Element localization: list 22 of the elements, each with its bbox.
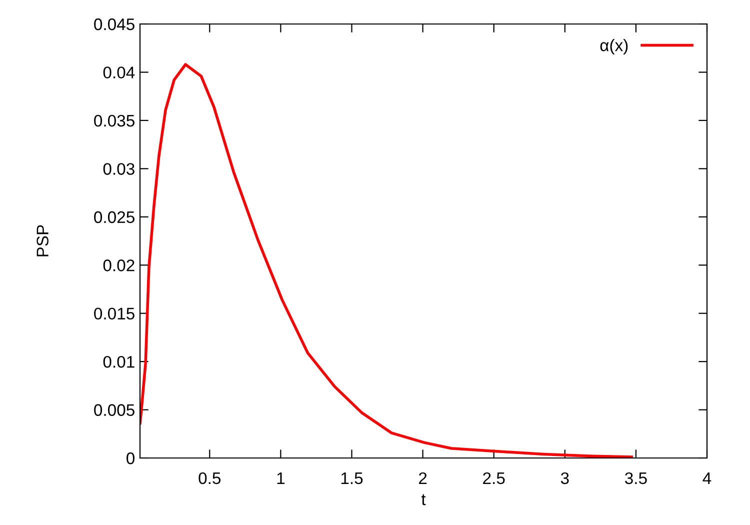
y-tick-label: 0.045 [94, 18, 134, 30]
y-tick-label: 0.04 [103, 66, 135, 78]
x-axis-title: t [421, 494, 426, 506]
y-tick-label: 0.005 [94, 404, 134, 416]
x-tick-label: 1 [277, 472, 285, 484]
x-tick-label: 0.5 [198, 472, 221, 484]
x-tick-label: 1.5 [341, 472, 363, 484]
y-tick-label: 0.035 [94, 114, 134, 127]
y-tick-label: 0.015 [94, 308, 134, 320]
y-tick-label: 0.02 [103, 260, 134, 272]
x-tick-label: 2 [418, 472, 427, 484]
y-axis-title: PSP [36, 225, 48, 256]
y-tick-label: 0.03 [103, 163, 134, 175]
x-tick-label: 3.5 [625, 472, 647, 484]
y-tick-label: 0 [126, 452, 134, 464]
x-tick-label: 4 [702, 472, 712, 484]
line-series [140, 63, 634, 458]
x-tick-label: 2.5 [483, 472, 505, 484]
y-tick-label: 0.01 [103, 356, 134, 368]
legend-label: α(x) [600, 39, 628, 55]
x-tick-label: 3 [560, 472, 569, 484]
y-tick-label: 0.025 [94, 211, 134, 224]
